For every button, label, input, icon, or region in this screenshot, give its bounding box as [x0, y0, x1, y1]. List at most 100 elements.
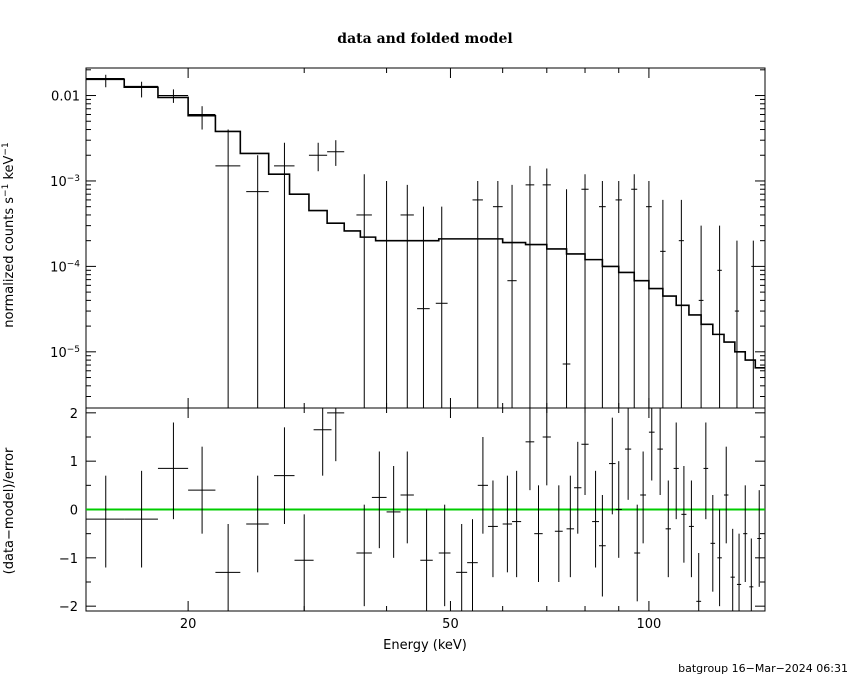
- data-point: [542, 168, 551, 408]
- residual-point: [717, 509, 722, 607]
- residual-point: [730, 528, 735, 611]
- data-point: [525, 165, 535, 408]
- residual-point: [749, 538, 754, 611]
- bottom-y-tick-label: 0: [70, 504, 78, 519]
- residual-point: [456, 524, 468, 611]
- residual-point: [386, 466, 401, 558]
- data-point: [734, 240, 740, 408]
- footer-timestamp: batgroup 16−Mar−2024 06:31: [678, 662, 848, 675]
- residual-point: [313, 408, 332, 476]
- residual-point: [743, 485, 748, 582]
- top-y-axis-label: normalized counts s−1 keV−1: [1, 142, 17, 327]
- residual-point: [566, 475, 575, 578]
- residual-point: [554, 485, 563, 582]
- data-point: [400, 184, 414, 408]
- data-point: [356, 174, 372, 408]
- residual-point: [688, 480, 694, 578]
- data-point: [379, 180, 394, 408]
- data-point: [660, 199, 666, 408]
- residual-point: [534, 485, 543, 582]
- residual-point: [157, 422, 189, 520]
- residual-point: [592, 470, 599, 568]
- data-point: [417, 206, 430, 408]
- residual-point: [86, 475, 125, 568]
- residual-point: [246, 475, 269, 573]
- data-point: [246, 155, 269, 408]
- residual-point: [274, 427, 295, 524]
- data-point: [678, 199, 684, 408]
- residual-point: [681, 466, 687, 563]
- residual-point: [356, 504, 372, 607]
- residual-point: [634, 504, 641, 602]
- bottom-y-axis-label: (data−model)/error: [2, 447, 17, 574]
- residual-point: [757, 490, 762, 587]
- data-point: [215, 129, 241, 408]
- chart-title: data and folded model: [337, 31, 512, 47]
- data-point: [698, 225, 704, 408]
- residual-point: [665, 480, 671, 578]
- residual-point: [640, 451, 647, 544]
- x-tick-label: 50: [442, 617, 459, 632]
- residual-point: [615, 461, 622, 558]
- top-y-tick-label: 10−3: [50, 174, 80, 190]
- residual-point: [420, 509, 433, 611]
- residual-point: [696, 553, 702, 611]
- residual-point: [525, 408, 535, 491]
- residual-point: [327, 408, 345, 462]
- data-point: [157, 89, 189, 103]
- data-point: [717, 225, 722, 408]
- residual-point: [598, 495, 606, 597]
- residual-point: [574, 441, 582, 534]
- residual-point: [438, 504, 451, 607]
- x-axis-label: Energy (keV): [383, 638, 467, 653]
- data-point: [308, 142, 328, 172]
- residual-point: [215, 524, 241, 611]
- residual-point: [673, 422, 679, 520]
- residual-point: [724, 446, 729, 544]
- top-y-tick-label: 0.01: [51, 90, 80, 105]
- residual-point: [477, 437, 488, 534]
- residual-point: [294, 514, 314, 611]
- residual-point: [502, 475, 513, 573]
- bottom-y-tick-label: −1: [59, 552, 78, 567]
- data-point: [188, 106, 216, 130]
- residual-point: [609, 417, 616, 515]
- data-point: [751, 240, 756, 408]
- residual-point: [371, 451, 387, 549]
- residual-point: [581, 408, 589, 495]
- residual-point: [710, 495, 716, 592]
- data-point: [492, 180, 503, 408]
- data-point: [274, 142, 295, 408]
- residual-point: [400, 451, 414, 544]
- data-point: [646, 180, 652, 408]
- top-y-tick-label: 10−4: [50, 259, 80, 275]
- folded-model-line: [86, 78, 765, 369]
- residual-point: [625, 408, 632, 500]
- data-point: [472, 180, 483, 408]
- residual-point: [703, 422, 709, 520]
- residual-point: [736, 533, 742, 611]
- x-tick-label: 20: [180, 617, 197, 632]
- data-point: [86, 74, 125, 88]
- residual-point: [542, 408, 551, 486]
- residual-point: [124, 470, 158, 568]
- data-point: [598, 180, 606, 408]
- residual-point: [188, 446, 216, 534]
- data-point: [435, 206, 448, 408]
- bottom-y-tick-label: −2: [59, 600, 78, 615]
- residual-point: [648, 408, 655, 481]
- top-y-tick-label: 10−5: [50, 345, 80, 361]
- residual-point: [657, 408, 663, 495]
- x-tick-label: 100: [636, 617, 661, 632]
- bottom-y-tick-label: 1: [70, 455, 78, 470]
- residual-point: [487, 480, 498, 578]
- data-point: [124, 81, 158, 98]
- data-point: [507, 184, 517, 408]
- data-point: [631, 174, 638, 408]
- bottom-y-tick-label: 2: [70, 407, 78, 422]
- bottom-panel-residuals: −2 −1 0 1 2 20 50 100: [59, 407, 766, 632]
- data-point: [615, 180, 622, 408]
- data-point: [581, 174, 589, 408]
- residual-point: [467, 519, 478, 611]
